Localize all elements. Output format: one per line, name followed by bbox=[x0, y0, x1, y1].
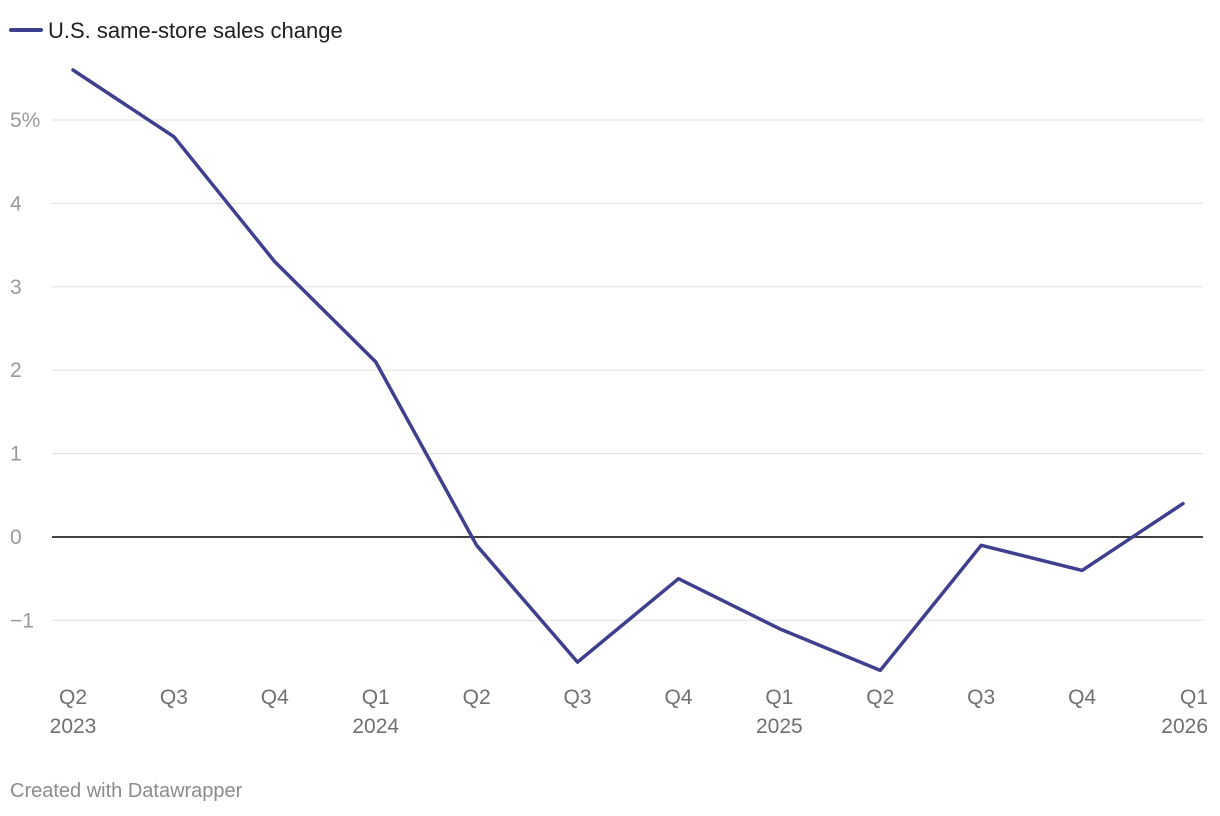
x-tick-label: Q1 bbox=[362, 686, 390, 709]
y-tick-label: 3 bbox=[10, 276, 22, 299]
y-axis-ticks: 5% 4 3 2 1 0 −1 bbox=[10, 109, 40, 632]
x-tick-year-label: 2023 bbox=[50, 715, 97, 738]
x-tick-label: Q1 bbox=[765, 686, 793, 709]
gridlines bbox=[52, 119, 1203, 621]
x-tick-label: Q3 bbox=[564, 686, 592, 709]
y-tick-label: 0 bbox=[10, 526, 22, 549]
x-tick-label: Q2 bbox=[866, 686, 894, 709]
x-tick-year-label: 2025 bbox=[756, 715, 803, 738]
x-tick-label: Q3 bbox=[160, 686, 188, 709]
x-tick-label: Q3 bbox=[967, 686, 995, 709]
x-axis-ticks: Q2 2023 Q3 Q4 Q1 2024 Q2 Q3 Q4 Q1 2025 Q2 Q3 Q4 Q1 2026 bbox=[50, 686, 1208, 738]
x-tick-year-label: 2024 bbox=[352, 715, 399, 738]
y-tick-label: 2 bbox=[10, 359, 22, 382]
legend: U.S. same-store sales change bbox=[9, 18, 343, 43]
x-tick-year-label: 2026 bbox=[1161, 715, 1208, 738]
y-tick-label: 5% bbox=[10, 109, 40, 132]
y-tick-label: −1 bbox=[10, 609, 34, 632]
x-tick-label: Q4 bbox=[664, 686, 692, 709]
x-tick-label: Q4 bbox=[261, 686, 289, 709]
x-tick-label: Q4 bbox=[1068, 686, 1096, 709]
series-group bbox=[71, 68, 1185, 673]
line-chart: U.S. same-store sales change 5% 4 3 2 1 0 −1 Q… bbox=[9, 18, 1208, 738]
legend-label: U.S. same-store sales change bbox=[48, 18, 343, 43]
y-tick-label: 4 bbox=[10, 192, 22, 215]
series-line bbox=[71, 68, 1185, 673]
y-tick-label: 1 bbox=[10, 443, 22, 466]
x-tick-label: Q2 bbox=[59, 686, 87, 709]
credit-text: Created with Datawrapper bbox=[10, 780, 243, 802]
x-tick-label: Q1 bbox=[1180, 686, 1208, 709]
x-tick-label: Q2 bbox=[463, 686, 491, 709]
